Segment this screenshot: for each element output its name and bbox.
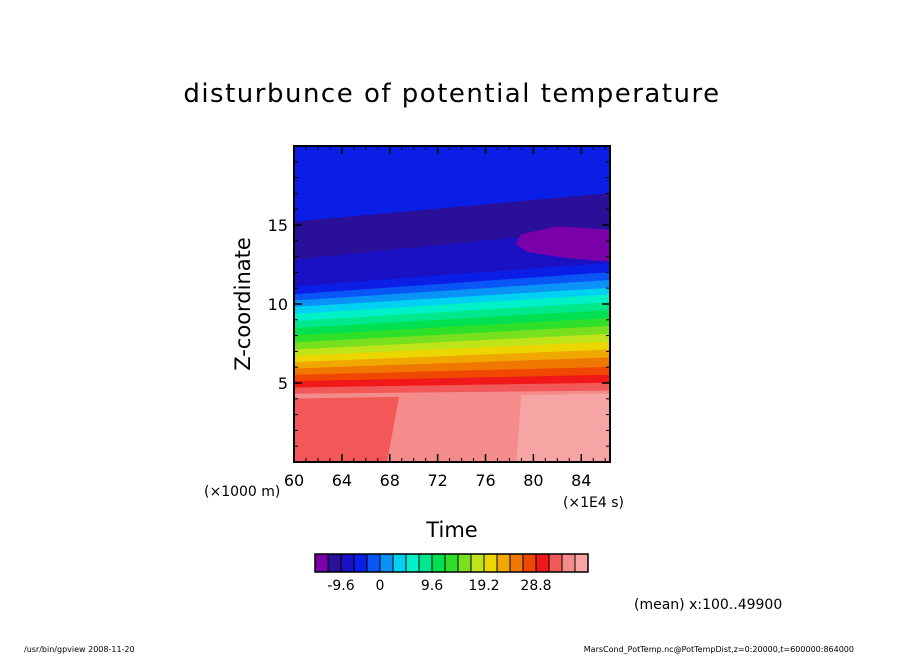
- x-axis: 60 64 68 72 76 80 84: [284, 146, 606, 490]
- contour-band: [294, 349, 610, 370]
- colorbar-tick-label: 28.8: [520, 578, 551, 594]
- contour-band: [294, 382, 610, 395]
- y-tick-label: 5: [278, 374, 288, 393]
- colorbar-swatch: [483, 553, 498, 573]
- colorbar-swatch: [574, 553, 589, 573]
- contour-band: [294, 294, 610, 322]
- contour-band: [294, 325, 610, 351]
- heatmap-field: [294, 146, 610, 462]
- colorbar-swatch: [327, 553, 342, 573]
- contour-band: [294, 287, 610, 315]
- contour-band: [294, 366, 610, 382]
- footer-right: MarsCond_PotTemp.nc@PotTempDist,z=0:2000…: [584, 645, 854, 654]
- colorbar-swatch: [457, 553, 472, 573]
- contour-band: [515, 226, 610, 262]
- x-axis-label: Time: [425, 518, 477, 542]
- x-scale-label: (×1E4 s): [563, 495, 624, 511]
- chart-title: disturbunce of potential temperature: [183, 79, 720, 109]
- x-tick-label: 76: [475, 471, 495, 490]
- colorbar-ticks: -9.6 0 9.6 19.2 28.8: [327, 578, 551, 594]
- contour-band: [294, 310, 610, 336]
- colorbar-swatch: [561, 553, 576, 573]
- colorbar-swatch: [496, 553, 511, 573]
- contour-band: [294, 262, 610, 295]
- contour-band: [516, 393, 610, 462]
- colorbar-tick-label: 0: [376, 578, 385, 594]
- y-tick-label: 15: [268, 216, 288, 235]
- y-axis: 5 10 15: [268, 161, 610, 447]
- contour-band: [294, 193, 610, 261]
- contour-band: [294, 146, 610, 223]
- y-axis-label: Z-coordinate: [231, 237, 255, 371]
- contour-band: [294, 357, 610, 376]
- colorbar-swatch: [444, 553, 459, 573]
- colorbar-tick-label: 9.6: [421, 578, 443, 594]
- contour-band: [294, 374, 610, 389]
- y-tick-label: 10: [268, 295, 288, 314]
- colorbar-swatch: [535, 553, 550, 573]
- x-tick-label: 64: [332, 471, 352, 490]
- contour-band: [294, 317, 610, 344]
- contour-band: [294, 390, 610, 400]
- colorbar-frame: [314, 553, 589, 573]
- colorbar-swatch: [418, 553, 433, 573]
- colorbar-swatch: [548, 553, 563, 573]
- colorbar-swatch: [405, 553, 420, 573]
- contour-band: [294, 302, 610, 329]
- colorbar-swatch: [366, 553, 381, 573]
- colorbar-swatch: [431, 553, 446, 573]
- contour-band: [294, 333, 610, 357]
- mean-note: (mean) x:100..49900: [634, 597, 782, 613]
- contour-band: [294, 396, 400, 462]
- contour-band: [294, 279, 610, 308]
- contour-band: [294, 341, 610, 363]
- contour-band: [294, 272, 610, 302]
- footer-left: /usr/bin/gpview 2008-11-20: [24, 645, 135, 654]
- colorbar-swatch: [340, 553, 355, 573]
- colorbar-swatch: [353, 553, 368, 573]
- colorbar: [314, 553, 589, 573]
- colorbar-swatch: [522, 553, 537, 573]
- colorbar-swatch: [392, 553, 407, 573]
- contour-band: [387, 395, 522, 462]
- x-tick-label: 80: [523, 471, 543, 490]
- colorbar-swatch: [379, 553, 394, 573]
- colorbar-swatch: [314, 553, 329, 573]
- colorbar-swatch: [470, 553, 485, 573]
- colorbar-swatch: [509, 553, 524, 573]
- y-scale-label: (×1000 m): [204, 484, 280, 500]
- x-tick-label: 68: [380, 471, 400, 490]
- colorbar-tick-label: 19.2: [468, 578, 499, 594]
- x-tick-label: 72: [427, 471, 447, 490]
- colorbar-tick-label: -9.6: [327, 578, 354, 594]
- x-tick-label: 60: [284, 471, 304, 490]
- x-tick-label: 84: [571, 471, 591, 490]
